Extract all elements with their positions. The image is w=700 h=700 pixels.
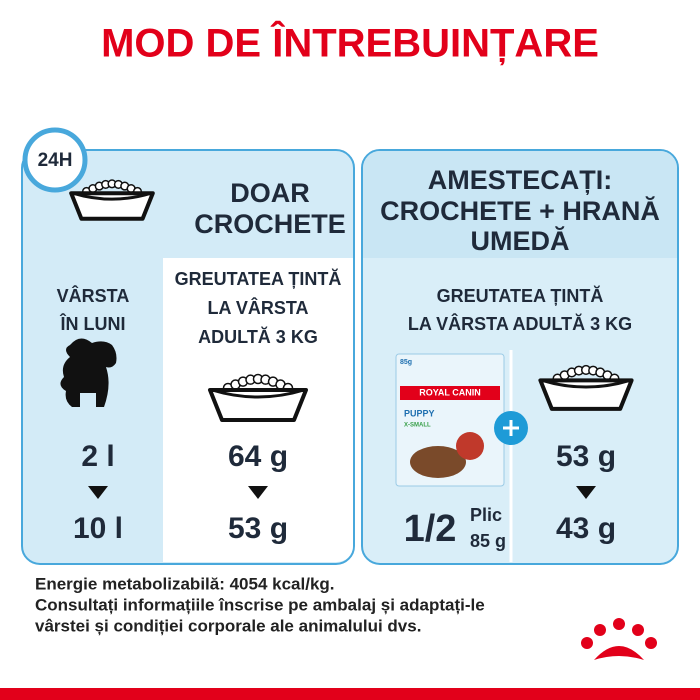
age: 2 l [81,440,114,473]
bowl-rim [211,388,305,399]
arrow [88,486,108,499]
pouch-brand: ROYAL CANIN [419,387,481,397]
arrow [248,486,268,499]
portion-unit: Plic [470,505,502,525]
bowl [69,191,155,221]
target-label: LA VÂRSTA [208,297,309,318]
plus-sign [503,420,519,436]
dog-silhouette [60,338,117,407]
right-heading: CROCHETE + HRANĂ [380,195,660,226]
pouch-brand-band [400,386,500,400]
badge-text: 24H [38,150,73,171]
left-heading: CROCHETE [194,209,346,239]
bowl [538,378,634,411]
left-heading: DOAR [230,178,310,208]
grams: 43 g [556,512,616,545]
pouch-food [410,446,466,478]
age-label: VÂRSTA [57,285,130,306]
clock-badge [22,127,88,193]
bowl [208,388,308,422]
portion-fraction: 1/2 [404,508,457,550]
bottom-band [0,688,700,700]
target-label: GREUTATEA ȚINTĂ [175,268,342,289]
footer-line: vârstei și condiției corporale ale anima… [35,616,421,635]
right-heading: AMESTECAȚI: [428,165,613,195]
footer-line: Consultați informațiile înscrise pe amba… [35,595,485,614]
grams: 53 g [556,440,616,473]
grams: 64 g [228,440,288,473]
arrow [576,486,596,499]
pouch-weight: 85g [400,359,412,366]
right-heading-area [363,151,677,258]
footer-line: Energie metabolizabilă: 4054 kcal/kg. [35,574,335,593]
portion-weight: 85 g [470,531,506,551]
pouch-size: X-SMALL [404,423,431,429]
pouch-product: PUPPY [404,408,435,418]
title: MOD DE ÎNTREBUINȚARE [101,20,599,66]
age: 10 l [73,512,123,545]
crown-logo [581,618,657,660]
age-label: ÎN LUNI [60,313,126,334]
target-label: GREUTATEA ȚINTĂ [437,285,604,306]
bowl-rim [72,191,152,201]
pouch-food [456,432,484,460]
grams: 53 g [228,512,288,545]
target-label: LA VÂRSTA ADULTĂ 3 KG [408,313,632,334]
bowl-rim [541,378,631,389]
target-label: ADULTĂ 3 KG [198,326,318,347]
right-heading: UMEDĂ [471,225,570,256]
